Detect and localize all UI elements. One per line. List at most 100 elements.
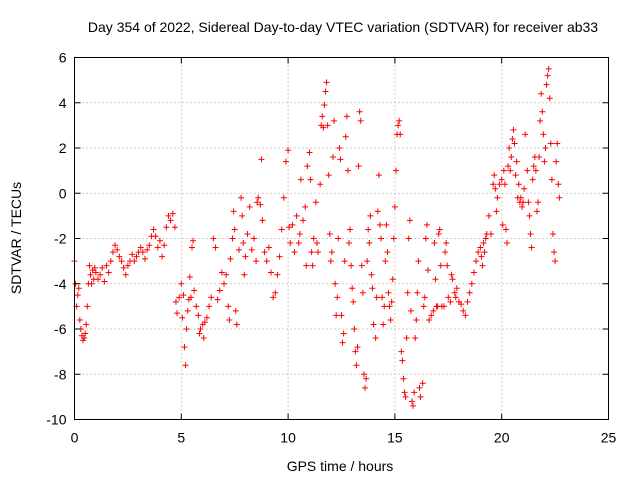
data-point xyxy=(546,95,553,102)
data-point xyxy=(477,244,484,251)
data-point xyxy=(555,181,562,188)
data-point xyxy=(339,339,346,346)
data-point xyxy=(76,316,83,323)
data-point xyxy=(406,217,413,224)
data-point xyxy=(400,375,407,382)
data-point xyxy=(259,217,266,224)
data-point xyxy=(287,240,294,247)
data-point xyxy=(212,244,219,251)
data-point xyxy=(372,335,379,342)
data-point xyxy=(319,113,326,120)
data-point xyxy=(553,158,560,165)
data-point xyxy=(361,384,368,391)
data-point xyxy=(214,296,221,303)
data-point xyxy=(309,262,316,269)
data-point xyxy=(244,230,251,237)
data-point xyxy=(551,249,558,256)
data-point xyxy=(233,321,240,328)
data-point xyxy=(398,348,405,355)
data-point xyxy=(133,253,140,260)
y-axis-label: SDTVAR / TECUs xyxy=(8,182,24,294)
y-tick-label: -2 xyxy=(54,231,67,247)
data-point xyxy=(533,208,540,215)
data-point xyxy=(428,312,435,319)
data-point xyxy=(518,203,525,210)
data-point xyxy=(422,235,429,242)
data-point xyxy=(255,194,262,201)
data-point xyxy=(297,176,304,183)
data-point xyxy=(146,242,153,249)
data-point xyxy=(350,298,357,305)
data-point xyxy=(291,249,298,256)
data-point xyxy=(227,255,234,262)
data-point xyxy=(216,287,223,294)
data-point xyxy=(296,230,303,237)
data-point xyxy=(326,230,333,237)
data-point xyxy=(402,393,409,400)
data-point xyxy=(381,303,388,310)
data-point xyxy=(208,294,215,301)
data-point xyxy=(307,176,314,183)
data-point xyxy=(352,348,359,355)
data-point xyxy=(449,276,456,283)
data-point xyxy=(97,271,104,278)
data-point xyxy=(137,244,144,251)
data-point xyxy=(535,199,542,206)
data-point xyxy=(416,384,423,391)
data-point xyxy=(492,185,499,192)
data-point xyxy=(508,154,515,161)
data-point xyxy=(122,271,129,278)
data-point xyxy=(462,312,469,319)
data-point xyxy=(246,203,253,210)
data-point xyxy=(411,389,418,396)
data-point xyxy=(278,226,285,233)
data-point xyxy=(373,294,380,301)
data-point xyxy=(315,249,322,256)
data-point xyxy=(163,224,170,231)
data-point xyxy=(403,335,410,342)
data-point xyxy=(401,389,408,396)
data-point xyxy=(405,235,412,242)
data-point xyxy=(120,264,127,271)
axis-ticks xyxy=(74,57,609,420)
data-point xyxy=(86,262,93,269)
data-point xyxy=(182,362,189,369)
data-point xyxy=(345,240,352,247)
data-point xyxy=(94,276,101,283)
y-tick-labels: -10 -8 -6 -4 -2 0 2 4 6 xyxy=(46,50,66,428)
data-point xyxy=(520,199,527,206)
data-point xyxy=(150,226,157,233)
data-point xyxy=(473,258,480,265)
data-point xyxy=(105,269,112,276)
grid-lines xyxy=(74,57,609,420)
data-point xyxy=(174,310,181,317)
data-point xyxy=(376,221,383,228)
data-point xyxy=(333,312,340,319)
data-point xyxy=(431,240,438,247)
data-point xyxy=(317,181,324,188)
data-point xyxy=(425,267,432,274)
data-point xyxy=(408,398,415,405)
data-point xyxy=(458,301,465,308)
data-point xyxy=(545,65,552,72)
data-point xyxy=(124,262,131,269)
data-point xyxy=(391,203,398,210)
y-tick-label: 2 xyxy=(59,140,67,156)
data-point xyxy=(410,402,417,409)
data-point xyxy=(538,90,545,97)
data-point xyxy=(328,249,335,256)
data-point xyxy=(253,258,260,265)
y-tick-label: -10 xyxy=(46,412,66,428)
data-point xyxy=(103,262,110,269)
data-point xyxy=(83,321,90,328)
data-point xyxy=(549,230,556,237)
data-point xyxy=(172,298,179,305)
data-point xyxy=(527,230,534,237)
data-point xyxy=(414,289,421,296)
data-point xyxy=(332,280,339,287)
data-point xyxy=(501,181,508,188)
data-point xyxy=(466,289,473,296)
data-point xyxy=(348,262,355,269)
data-point xyxy=(547,140,554,147)
